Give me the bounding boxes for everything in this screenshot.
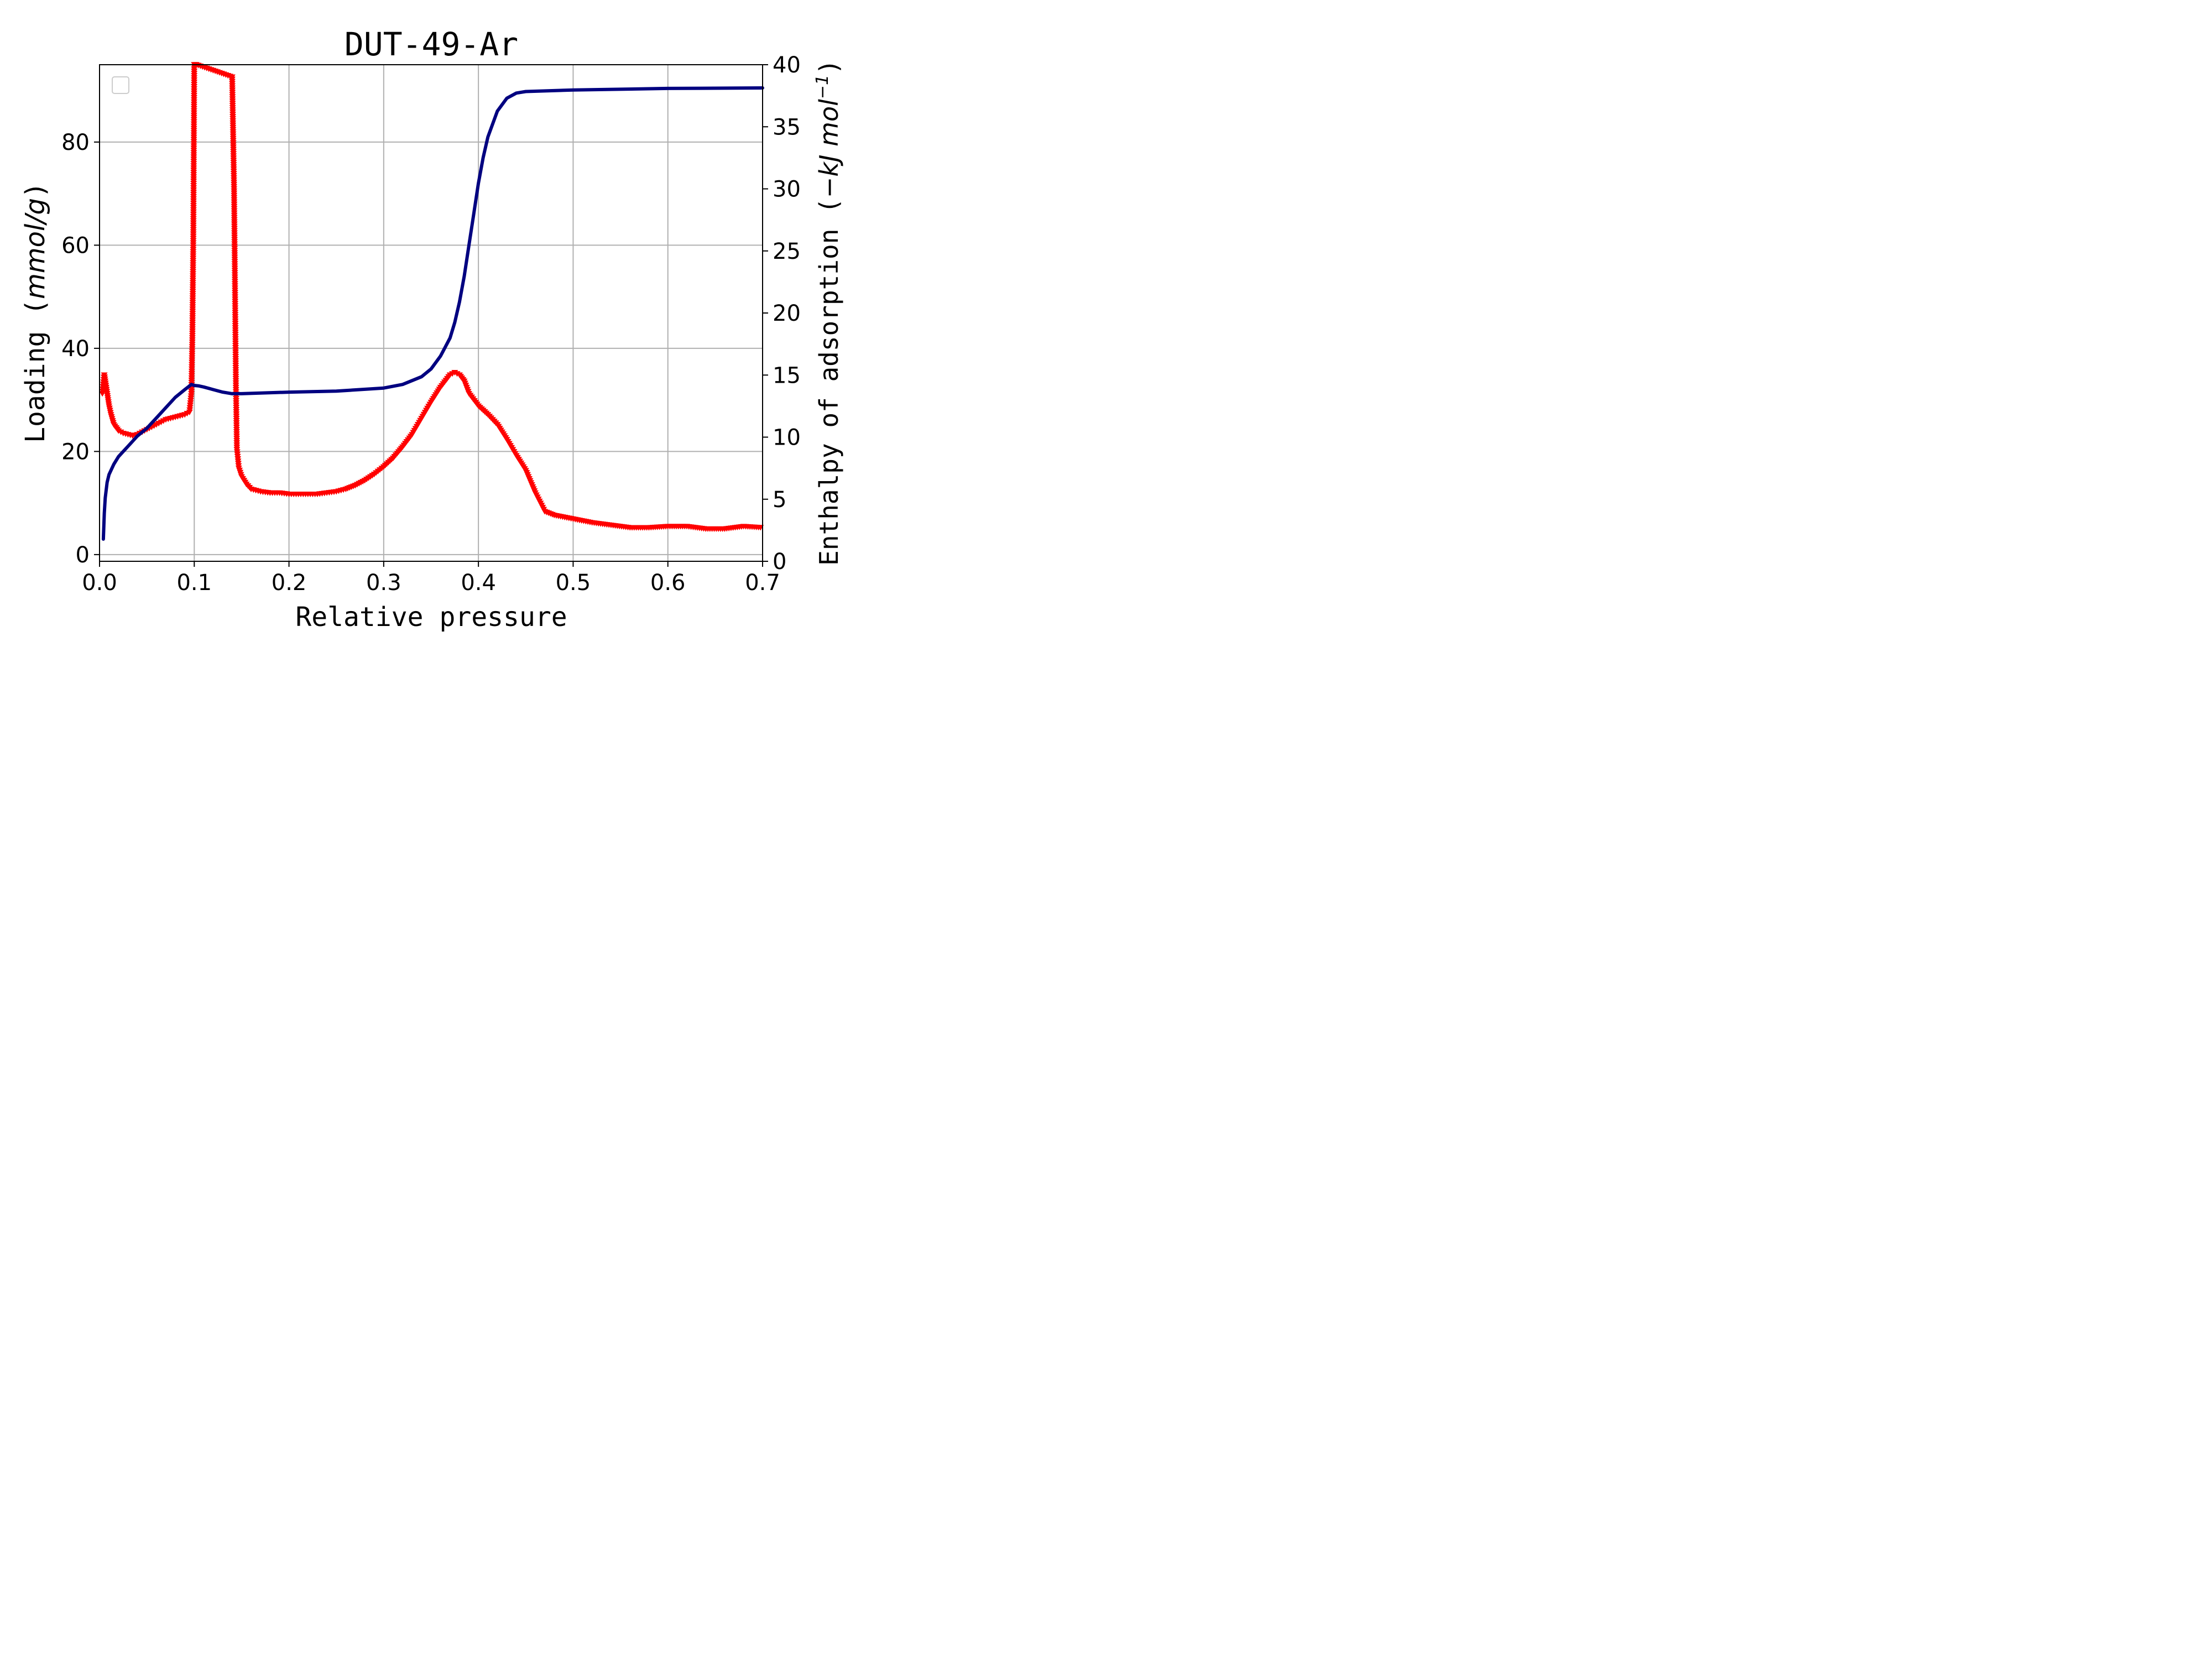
chart-title: DUT-49-Ar xyxy=(345,25,518,63)
y-axis-label-left-prefix: Loading ( xyxy=(20,299,51,443)
x-tick-label: 0.1 xyxy=(176,570,212,596)
ticks: 0.0 0.1 0.2 0.3 0.4 0.5 0.6 0.70204060800510152… xyxy=(61,53,801,596)
y-right-tick-label: 5 xyxy=(773,487,786,513)
x-tick-label: 0.4 xyxy=(461,570,496,596)
y-axis-label-left-suffix: ) xyxy=(20,182,51,198)
x-tick-label: 0.5 xyxy=(556,570,591,596)
y-right-tick-label: 10 xyxy=(773,425,801,451)
y-left-tick-label: 60 xyxy=(61,233,90,258)
y-left-tick-label: 40 xyxy=(61,336,90,362)
y-axis-label-left-unit: mmol/g xyxy=(20,198,51,299)
chart-background xyxy=(0,0,862,645)
y-axis-label-right: Enthalpy of adsorption (−kJ mol−1) xyxy=(813,59,844,566)
y-right-tick-label: 15 xyxy=(773,363,801,388)
loading-line xyxy=(101,86,764,541)
x-tick-label: 0.3 xyxy=(366,570,401,596)
y-right-tick-label: 25 xyxy=(773,239,801,264)
y-right-tick-label: 0 xyxy=(773,549,786,575)
x-tick-label: 0.7 xyxy=(745,570,780,596)
y-right-tick-label: 30 xyxy=(773,177,801,202)
x-tick-label: 0.2 xyxy=(272,570,307,596)
y-axis-label-right-prefix: Enthalpy of adsorption ( xyxy=(814,198,844,566)
y-left-tick-label: 0 xyxy=(76,542,90,568)
x-tick-label: 0.0 xyxy=(82,570,117,596)
y-axis-label-left: Loading (mmol/g) xyxy=(20,182,51,443)
plot-series xyxy=(99,62,764,541)
y-left-tick-label: 20 xyxy=(61,439,90,465)
y-axis-label-right-exponent: −1 xyxy=(813,75,832,99)
x-tick-label: 0.6 xyxy=(650,570,686,596)
y-axis-label-right-suffix: ) xyxy=(814,59,844,75)
enthalpy-series xyxy=(99,62,764,533)
x-axis-label: Relative pressure xyxy=(295,602,567,633)
grid xyxy=(99,65,763,561)
y-right-tick-label: 40 xyxy=(773,53,801,78)
y-right-tick-label: 35 xyxy=(773,114,801,140)
y-axis-label-right-unit: −kJ mol xyxy=(814,99,844,198)
legend-box xyxy=(112,76,129,94)
chart: DUT-49-Ar 0.0 0.1 0.2 0.3 0.4 0.5 0.6 0.7020406… xyxy=(0,0,862,645)
y-right-tick-label: 20 xyxy=(773,301,801,326)
y-left-tick-label: 80 xyxy=(61,130,90,155)
